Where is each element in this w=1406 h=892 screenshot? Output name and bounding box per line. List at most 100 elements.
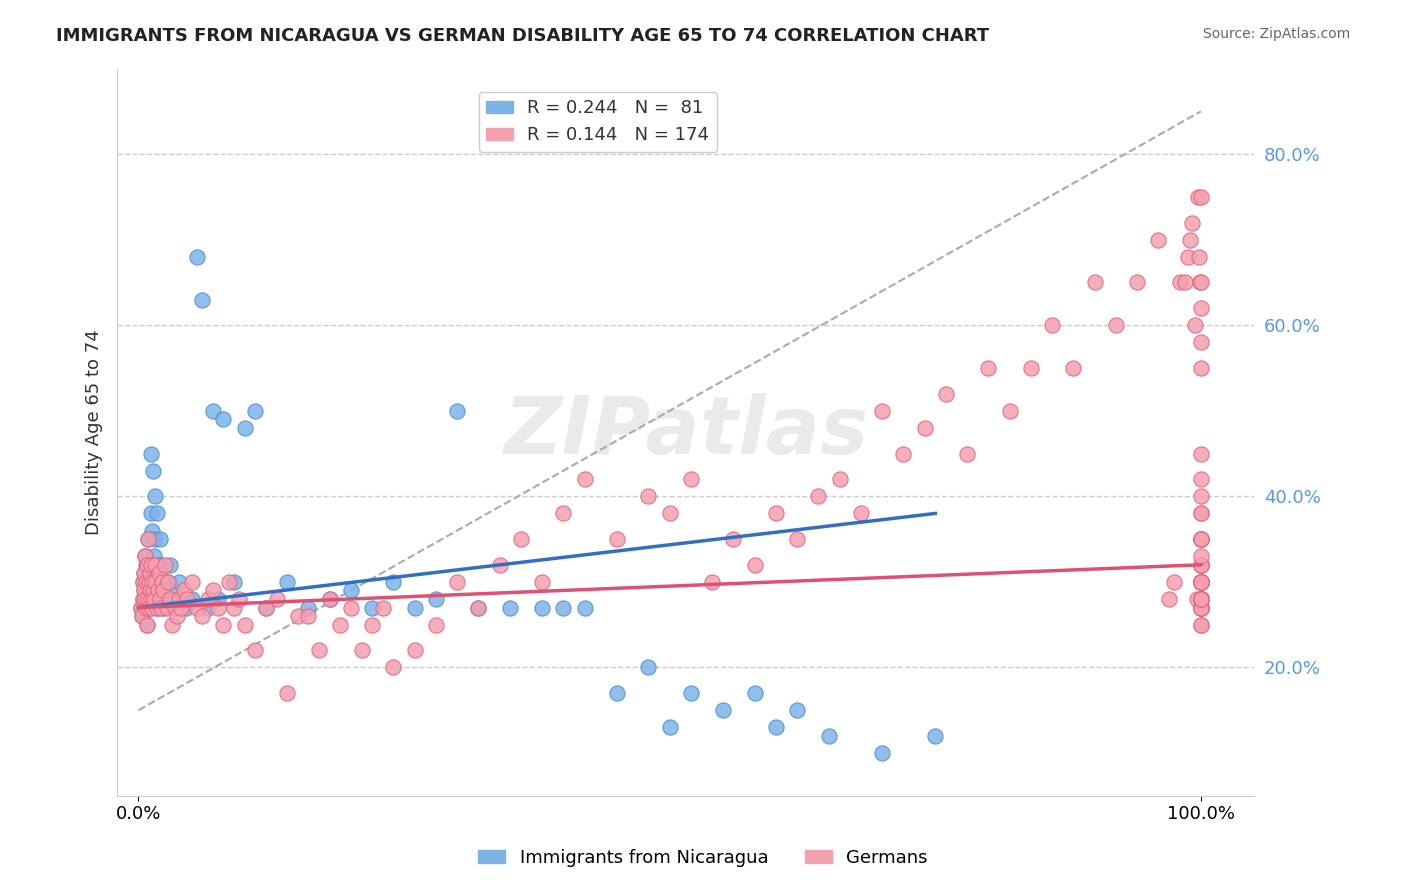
Point <box>180 574 202 589</box>
Point <box>446 403 468 417</box>
Point <box>446 574 468 589</box>
Point <box>1105 318 1128 333</box>
Point <box>131 591 153 606</box>
Point <box>131 591 153 606</box>
Point <box>228 591 250 606</box>
Point <box>1159 591 1181 606</box>
Point <box>1189 591 1212 606</box>
Point <box>1168 276 1191 290</box>
Point <box>152 583 174 598</box>
Point <box>276 574 298 589</box>
Point <box>361 617 384 632</box>
Point <box>174 600 197 615</box>
Point <box>162 583 184 598</box>
Y-axis label: Disability Age 65 to 74: Disability Age 65 to 74 <box>86 329 103 535</box>
Point <box>924 729 946 743</box>
Point <box>1189 600 1212 615</box>
Point <box>136 558 159 572</box>
Point <box>744 558 766 572</box>
Legend: R = 0.244   N =  81, R = 0.144   N = 174: R = 0.244 N = 81, R = 0.144 N = 174 <box>478 92 717 152</box>
Point <box>145 489 167 503</box>
Point <box>276 686 298 700</box>
Point <box>1189 558 1212 572</box>
Point <box>266 591 288 606</box>
Point <box>1189 617 1212 632</box>
Point <box>132 566 155 581</box>
Point <box>382 660 405 674</box>
Point <box>141 574 163 589</box>
Point <box>1189 591 1212 606</box>
Text: IMMIGRANTS FROM NICARAGUA VS GERMAN DISABILITY AGE 65 TO 74 CORRELATION CHART: IMMIGRANTS FROM NICARAGUA VS GERMAN DISA… <box>56 27 990 45</box>
Point <box>1189 276 1212 290</box>
Point <box>1062 361 1084 376</box>
Point <box>849 507 872 521</box>
Point <box>1181 215 1204 229</box>
Point <box>935 386 957 401</box>
Point <box>163 600 186 615</box>
Point <box>574 472 596 486</box>
Point <box>170 600 193 615</box>
Point <box>141 558 163 572</box>
Point <box>150 574 173 589</box>
Point <box>146 583 169 598</box>
Point <box>150 558 173 572</box>
Point <box>765 720 787 734</box>
Point <box>893 446 915 460</box>
Point <box>1189 574 1212 589</box>
Point <box>145 532 167 546</box>
Point <box>1180 233 1202 247</box>
Point <box>138 600 160 615</box>
Point <box>1163 574 1185 589</box>
Point <box>149 532 172 546</box>
Point <box>1126 276 1149 290</box>
Text: Source: ZipAtlas.com: Source: ZipAtlas.com <box>1202 27 1350 41</box>
Point <box>1040 318 1063 333</box>
Point <box>146 558 169 572</box>
Point <box>1189 574 1212 589</box>
Point <box>1189 472 1212 486</box>
Point <box>176 591 198 606</box>
Text: ZIPatlas: ZIPatlas <box>503 393 868 471</box>
Point <box>167 591 190 606</box>
Point <box>1189 361 1212 376</box>
Point <box>1189 507 1212 521</box>
Point <box>166 609 188 624</box>
Point <box>149 600 172 615</box>
Point <box>318 591 340 606</box>
Point <box>159 591 181 606</box>
Point <box>222 600 245 615</box>
Point <box>141 446 163 460</box>
Point <box>361 600 384 615</box>
Point <box>141 574 163 589</box>
Point <box>139 566 162 581</box>
Point <box>141 507 163 521</box>
Point <box>138 558 160 572</box>
Point <box>679 686 702 700</box>
Point <box>1174 276 1197 290</box>
Point <box>1189 574 1212 589</box>
Point <box>870 746 893 760</box>
Point <box>818 729 841 743</box>
Point <box>1189 335 1212 350</box>
Point <box>786 703 808 717</box>
Point <box>1189 600 1212 615</box>
Point <box>1189 574 1212 589</box>
Point <box>1147 233 1170 247</box>
Point <box>148 574 170 589</box>
Point <box>467 600 489 615</box>
Point <box>207 591 229 606</box>
Point <box>658 720 681 734</box>
Point <box>245 643 267 657</box>
Point <box>245 403 267 417</box>
Point <box>318 591 340 606</box>
Point <box>297 609 319 624</box>
Point <box>350 643 373 657</box>
Point <box>146 600 169 615</box>
Point <box>167 574 190 589</box>
Point <box>148 566 170 581</box>
Point <box>1189 591 1212 606</box>
Point <box>1189 190 1212 204</box>
Point <box>134 591 156 606</box>
Point <box>1189 532 1212 546</box>
Point <box>132 583 155 598</box>
